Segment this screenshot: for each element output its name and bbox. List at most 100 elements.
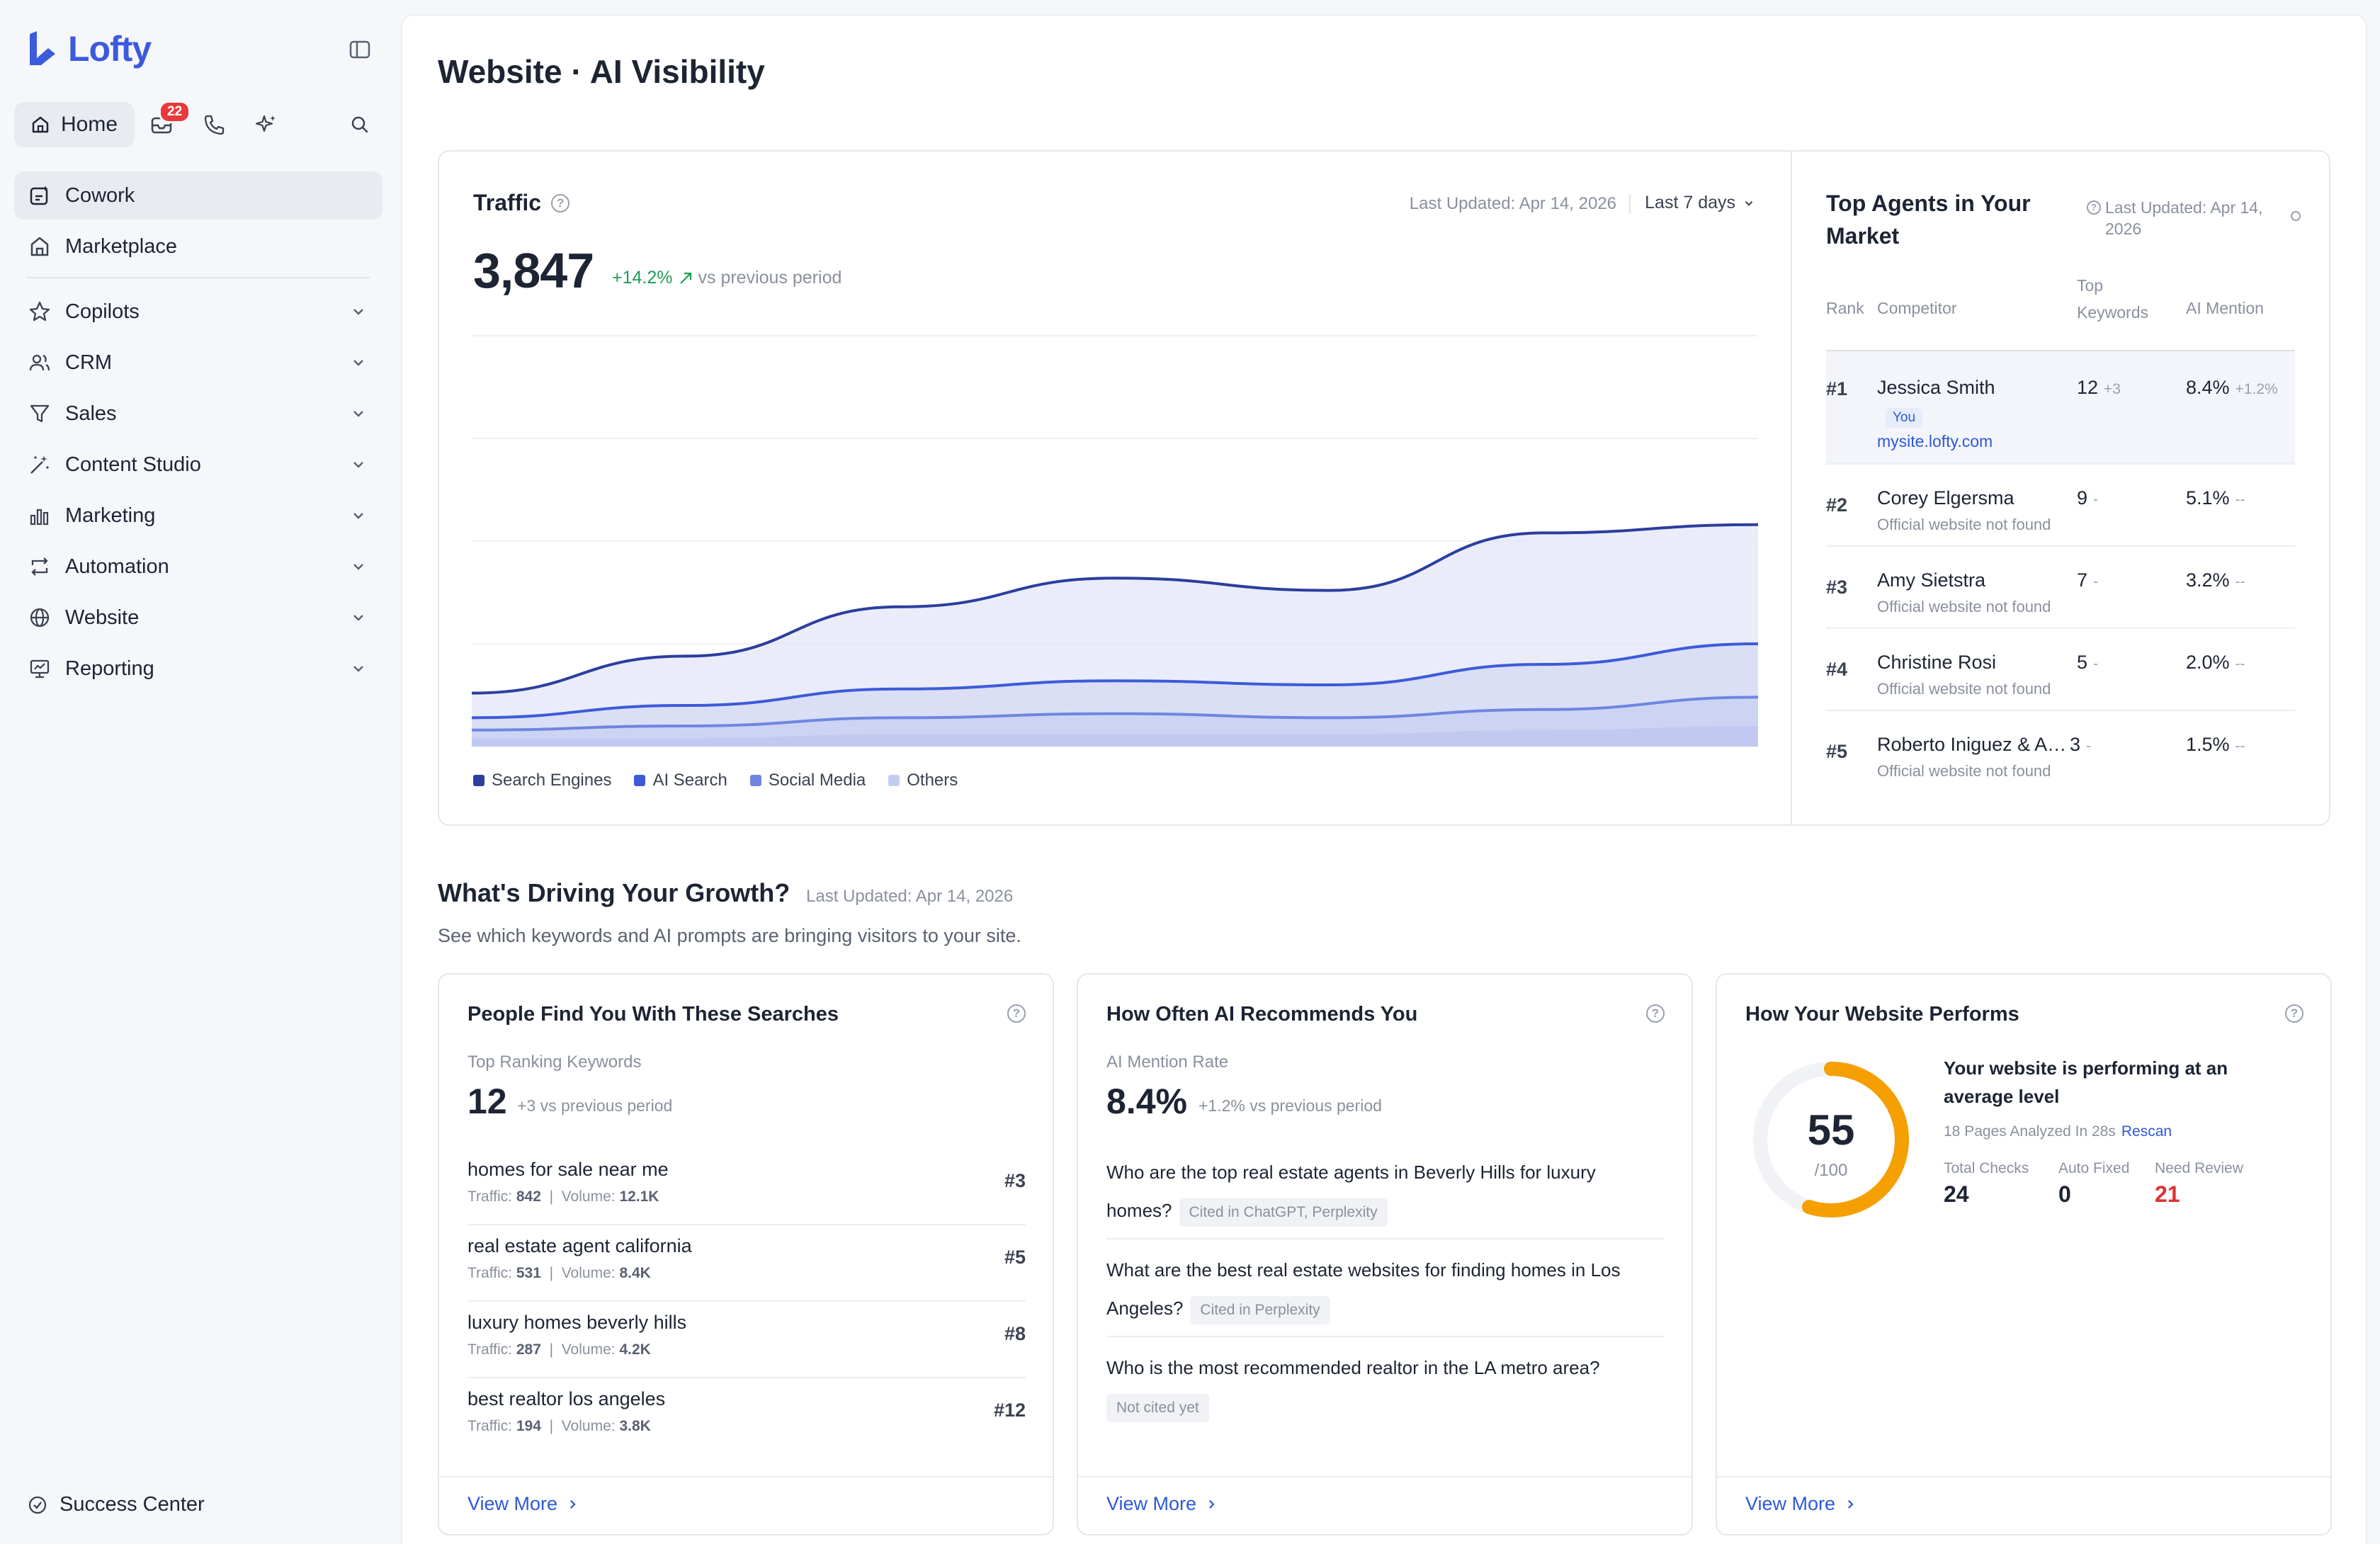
cited-tag: Not cited yet (1106, 1394, 1209, 1422)
sidebar-item-cowork[interactable]: Cowork (14, 171, 382, 220)
growth-subtitle: See which keywords and AI prompts are br… (438, 925, 1021, 946)
metric-value: 12 (468, 1082, 507, 1121)
growth-last-updated: Last Updated: Apr 14, 2026 (806, 887, 1014, 906)
sidebar-item-label: Reporting (65, 657, 154, 680)
chevron-down-icon (1745, 200, 1753, 206)
marketplace-icon (30, 237, 49, 256)
main-panel: Website · AI Visibility Traffic ? Last U… (401, 14, 2367, 1544)
help-icon[interactable]: ? (2285, 1004, 2304, 1023)
agent-row[interactable]: #4 Christine Rosi Official website not f… (1826, 629, 2295, 711)
sidebar-item-website[interactable]: Website (14, 594, 382, 642)
lofty-logo-icon (30, 31, 55, 65)
date-range-select[interactable]: Last 7 days (1645, 193, 1755, 213)
sidebar-item-label: Automation (65, 555, 169, 578)
search-button[interactable] (346, 110, 374, 139)
ai-prompt-item[interactable]: What are the best real estate websites f… (1106, 1251, 1665, 1337)
agent-name: Christine Rosi (1877, 652, 1997, 673)
sidebar-item-copilots[interactable]: Copilots (14, 288, 382, 336)
inbox-badge: 22 (159, 101, 191, 123)
stat-label: Auto Fixed (2058, 1160, 2130, 1176)
sidebar-item-reporting[interactable]: Reporting (14, 645, 382, 693)
agent-site: Official website not found (1877, 516, 2051, 533)
agent-keywords: 12 +3 (2077, 377, 2121, 398)
date-range-value: Last 7 days (1645, 193, 1735, 212)
sidebar-divider (27, 277, 370, 278)
agent-rank: #3 (1826, 577, 1848, 598)
agent-keywords: 7- (2077, 569, 2099, 591)
prompt-text: Who is the most recommended realtor in t… (1106, 1357, 1600, 1378)
area-others (472, 726, 1758, 747)
sidebar-item-marketplace[interactable]: Marketplace (14, 222, 382, 271)
home-button[interactable]: Home (14, 102, 135, 147)
sidebar-collapse-button[interactable] (347, 37, 373, 62)
logo[interactable]: Lofty (27, 28, 152, 69)
keyword-meta: Traffic: 842 | Volume: 12.1K (468, 1188, 659, 1205)
success-center-link[interactable]: Success Center (27, 1493, 205, 1516)
page-title: Website · AI Visibility (438, 53, 765, 90)
keyword-row[interactable]: homes for sale near me Traffic: 842 | Vo… (468, 1149, 1026, 1225)
series-line-social-media (472, 696, 1758, 732)
legend-item[interactable]: Search Engines (473, 771, 611, 790)
help-icon[interactable]: ? (2087, 200, 2101, 215)
metric-value: 8.4% (1106, 1082, 1187, 1121)
agent-site-link[interactable]: mysite.lofty.com (1877, 432, 1993, 450)
keyword-row[interactable]: luxury homes beverly hills Traffic: 287 … (468, 1302, 1026, 1378)
sidebar-item-sales[interactable]: Sales (14, 390, 382, 438)
help-icon[interactable]: ? (1007, 1004, 1026, 1023)
view-more-link[interactable]: View More (1106, 1493, 1218, 1515)
ai-sparkle-button[interactable] (252, 110, 280, 139)
card-title: How Your Website Performs (1745, 1003, 2019, 1026)
legend-label: Search Engines (492, 771, 612, 790)
keyword-row[interactable]: real estate agent california Traffic: 53… (468, 1225, 1026, 1302)
traffic-change-value: +14.2% (612, 268, 673, 288)
funnel-icon (30, 404, 50, 423)
view-more-link[interactable]: View More (468, 1493, 579, 1515)
agent-row[interactable]: #5 Roberto Iniguez & Apr... Official web… (1826, 711, 2295, 793)
agent-row[interactable]: #1 Jessica Smith You mysite.lofty.com 12… (1826, 351, 2295, 465)
metric-sub: +3 vs previous period (517, 1096, 673, 1115)
traffic-change: +14.2% vs previous period (612, 268, 842, 288)
globe-icon (30, 608, 50, 628)
view-more-label: View More (1106, 1493, 1197, 1514)
view-more-link[interactable]: View More (1745, 1493, 1857, 1515)
legend-item[interactable]: Others (888, 771, 958, 790)
table-header-divider (1826, 350, 2295, 351)
metric-sub: +1.2% vs previous period (1198, 1096, 1382, 1115)
home-icon (32, 116, 49, 133)
series-line-ai-search (472, 642, 1758, 720)
agent-row[interactable]: #3 Amy Sietstra Official website not fou… (1826, 547, 2295, 629)
rescan-link[interactable]: Rescan (2121, 1123, 2172, 1140)
agent-rank: #1 (1826, 378, 1848, 399)
sidebar-item-marketing[interactable]: Marketing (14, 492, 382, 540)
col-header-rank: Rank (1826, 299, 1864, 317)
sidebar-item-automation[interactable]: Automation (14, 543, 382, 591)
traffic-title: Traffic ? (473, 190, 570, 216)
chevron-down-icon (353, 309, 363, 315)
ai-prompt-item[interactable]: Who is the most recommended realtor in t… (1106, 1349, 1665, 1425)
legend-label: Social Media (768, 771, 866, 790)
stat-total-checks: Total Checks 24 (1944, 1160, 2029, 1208)
check-circle-icon (28, 1496, 47, 1514)
agent-site: Official website not found (1877, 762, 2051, 780)
sidebar-item-label: Sales (65, 402, 117, 425)
help-icon[interactable]: ? (1646, 1004, 1665, 1023)
sidebar-toggle-icon (349, 40, 370, 59)
sidebar-item-label: Marketplace (65, 234, 177, 258)
phone-button[interactable] (200, 110, 228, 139)
sidebar-item-label: Website (65, 606, 140, 629)
ai-prompt-item[interactable]: Who are the top real estate agents in Be… (1106, 1153, 1665, 1239)
sparkle-icon (255, 115, 276, 132)
legend-swatch (473, 775, 484, 786)
agent-row[interactable]: #2 Corey Elgersma Official website not f… (1826, 465, 2295, 547)
legend-item[interactable]: AI Search (634, 771, 727, 790)
stat-label: Total Checks (1944, 1160, 2029, 1176)
you-badge: You (1886, 408, 1923, 428)
agent-rank: #5 (1826, 741, 1848, 762)
help-icon[interactable]: ? (551, 193, 570, 212)
keyword-row[interactable]: best realtor los angeles Traffic: 194 | … (468, 1378, 1026, 1455)
refresh-icon[interactable] (2289, 210, 2302, 222)
sidebar-item-crm[interactable]: CRM (14, 339, 382, 387)
legend-item[interactable]: Social Media (749, 771, 866, 790)
top-agents-title: Top Agents in Your Market (1826, 191, 2031, 249)
sidebar-item-content-studio[interactable]: Content Studio (14, 441, 382, 489)
